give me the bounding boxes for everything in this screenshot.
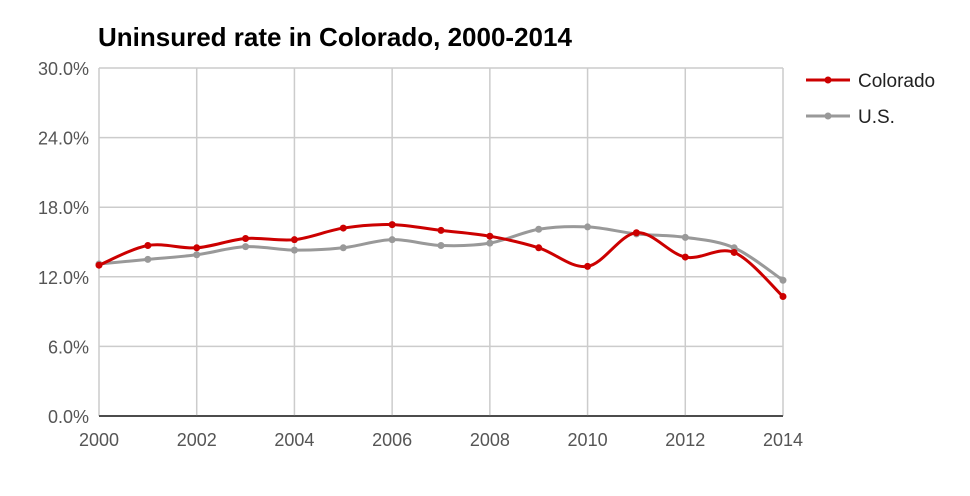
data-point-colorado: [535, 244, 543, 252]
data-point-us: [242, 243, 250, 251]
data-point-us: [437, 241, 445, 249]
chart-title: Uninsured rate in Colorado, 2000-2014: [98, 22, 572, 52]
x-tick-label: 2008: [470, 430, 510, 450]
data-point-colorado: [193, 244, 201, 252]
y-tick-label: 30.0%: [38, 59, 89, 79]
x-tick-label: 2004: [274, 430, 314, 450]
data-point-colorado: [437, 226, 445, 234]
data-point-us: [193, 251, 201, 259]
data-point-colorado: [584, 262, 592, 270]
x-tick-label: 2000: [79, 430, 119, 450]
data-point-colorado: [632, 229, 640, 237]
data-point-us: [779, 276, 787, 284]
x-tick-label: 2014: [763, 430, 803, 450]
x-tick-label: 2006: [372, 430, 412, 450]
data-point-colorado: [388, 221, 396, 229]
data-point-colorado: [730, 248, 738, 256]
data-point-us: [339, 244, 347, 252]
data-point-us: [535, 225, 543, 233]
legend-label-us: U.S.: [858, 107, 895, 128]
data-point-colorado: [681, 253, 689, 261]
data-point-us: [486, 239, 494, 247]
data-point-colorado: [95, 261, 103, 269]
data-point-us: [584, 223, 592, 231]
y-tick-label: 24.0%: [38, 129, 89, 149]
data-point-us: [681, 233, 689, 241]
x-tick-label: 2002: [177, 430, 217, 450]
y-tick-label: 18.0%: [38, 198, 89, 218]
data-point-colorado: [486, 232, 494, 240]
x-tick-label: 2010: [568, 430, 608, 450]
legend-label-colorado: Colorado: [858, 71, 935, 92]
data-point-colorado: [339, 224, 347, 232]
y-tick-label: 0.0%: [48, 407, 89, 427]
y-tick-label: 6.0%: [48, 337, 89, 357]
data-point-us: [144, 255, 152, 263]
data-point-us: [388, 236, 396, 244]
data-point-colorado: [144, 241, 152, 249]
series-line-us: [98, 225, 784, 282]
legend-marker-us: [824, 112, 832, 120]
data-point-colorado: [779, 293, 787, 301]
data-point-colorado: [290, 236, 298, 244]
x-tick-label: 2012: [665, 430, 705, 450]
legend-marker-colorado: [824, 76, 832, 84]
data-point-us: [290, 246, 298, 254]
y-tick-label: 12.0%: [38, 268, 89, 288]
data-point-colorado: [242, 235, 250, 243]
